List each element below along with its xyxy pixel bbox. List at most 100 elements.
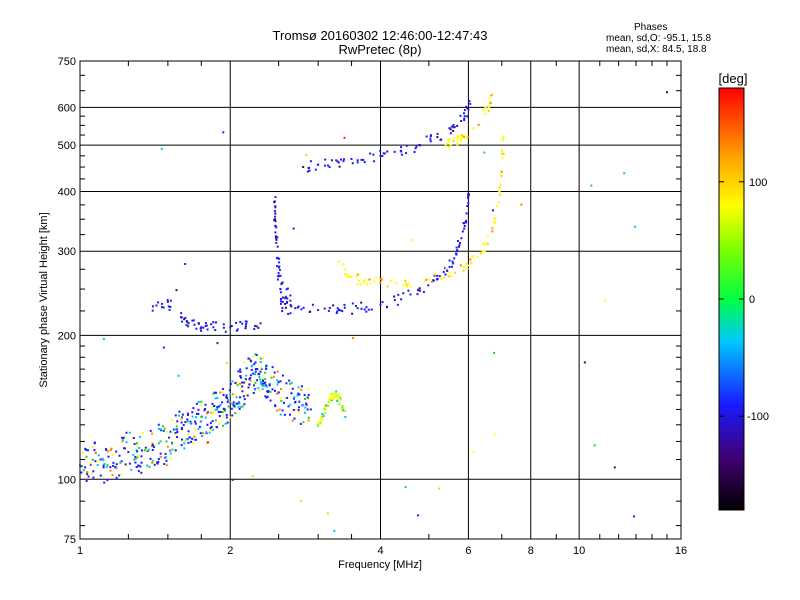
echo-point	[442, 270, 445, 273]
echo-point	[244, 325, 247, 328]
echo-point	[337, 260, 340, 263]
echo-point	[343, 306, 346, 309]
echo-point	[283, 413, 286, 416]
echo-point	[493, 220, 496, 223]
echo-point	[176, 436, 179, 439]
echo-point	[194, 428, 197, 431]
y-tick-label: 100	[58, 474, 76, 486]
echo-point	[252, 372, 255, 375]
echo-point	[181, 320, 184, 323]
echo-point	[181, 413, 184, 416]
echo-point	[279, 297, 282, 300]
echo-point	[204, 416, 207, 419]
echo-point	[460, 119, 463, 122]
echo-point	[488, 101, 491, 104]
echo-point	[200, 400, 203, 403]
echo-point	[261, 388, 264, 391]
echo-point	[226, 400, 229, 403]
echo-point	[205, 432, 208, 435]
echo-point	[336, 310, 339, 313]
echo-point	[448, 140, 451, 143]
echo-point	[206, 423, 209, 426]
echo-point	[472, 255, 475, 258]
echo-point	[351, 312, 354, 315]
echo-point	[215, 426, 218, 429]
echo-point	[159, 455, 162, 458]
echo-point	[302, 404, 305, 407]
phases-title: Phases	[634, 22, 668, 33]
echo-point	[429, 140, 432, 143]
echo-point	[125, 431, 128, 434]
echo-point	[155, 304, 158, 307]
echo-point	[133, 443, 136, 446]
echo-point	[468, 100, 471, 103]
echo-point	[255, 353, 258, 356]
echo-point	[244, 393, 247, 396]
echo-point	[137, 464, 140, 467]
echo-point	[459, 114, 462, 117]
echo-point	[276, 379, 279, 382]
x-tick-label: 1	[77, 545, 83, 557]
echo-point	[462, 135, 465, 138]
echo-point	[236, 380, 239, 383]
echo-point	[191, 319, 194, 322]
echo-point	[225, 416, 228, 419]
echo-point	[495, 205, 498, 208]
echo-point	[148, 465, 151, 468]
noise-point	[416, 514, 419, 517]
echo-point	[457, 139, 460, 142]
echo-point	[276, 265, 279, 268]
echo-point	[204, 324, 207, 327]
echo-point	[130, 468, 133, 471]
echo-point	[128, 462, 131, 465]
echo-point	[256, 379, 259, 382]
echo-point	[386, 306, 389, 309]
echo-point	[163, 427, 166, 430]
echo-point	[293, 417, 296, 420]
echo-point	[360, 307, 363, 310]
echo-point	[456, 143, 459, 146]
echo-point	[242, 395, 245, 398]
echo-point	[400, 146, 403, 149]
echo-point	[231, 393, 234, 396]
echo-point	[339, 398, 342, 401]
echo-point	[452, 129, 455, 132]
echo-point	[106, 464, 109, 467]
echo-point	[195, 412, 198, 415]
echo-point	[222, 410, 225, 413]
echo-point	[151, 461, 154, 464]
echo-point	[487, 109, 490, 112]
echo-point	[272, 375, 275, 378]
echo-point	[258, 356, 261, 359]
echo-point	[350, 275, 353, 278]
echo-point	[275, 238, 278, 241]
echo-point	[137, 470, 140, 473]
echo-point	[279, 380, 282, 383]
echo-point	[324, 412, 327, 415]
echo-point	[165, 459, 168, 462]
echo-point	[238, 401, 241, 404]
echo-point	[258, 389, 261, 392]
echo-point	[327, 164, 330, 167]
echo-point	[289, 312, 292, 315]
echo-point	[105, 448, 108, 451]
echo-point	[381, 154, 384, 157]
echo-point	[200, 329, 203, 332]
echo-point	[86, 449, 89, 452]
echo-point	[162, 429, 165, 432]
noise-point	[666, 91, 669, 94]
chart-subtitle: RwPretec (8p)	[338, 42, 422, 57]
echo-point	[254, 361, 257, 364]
echo-point	[309, 310, 312, 313]
echo-point	[195, 402, 198, 405]
echo-point	[451, 260, 454, 263]
echo-point	[249, 377, 252, 380]
echo-point	[452, 124, 455, 127]
echo-point	[393, 295, 396, 298]
echo-point	[111, 474, 114, 477]
echo-point	[359, 283, 362, 286]
echo-point	[463, 227, 466, 230]
noise-point	[225, 361, 228, 364]
echo-point	[253, 363, 256, 366]
echo-point	[379, 303, 382, 306]
